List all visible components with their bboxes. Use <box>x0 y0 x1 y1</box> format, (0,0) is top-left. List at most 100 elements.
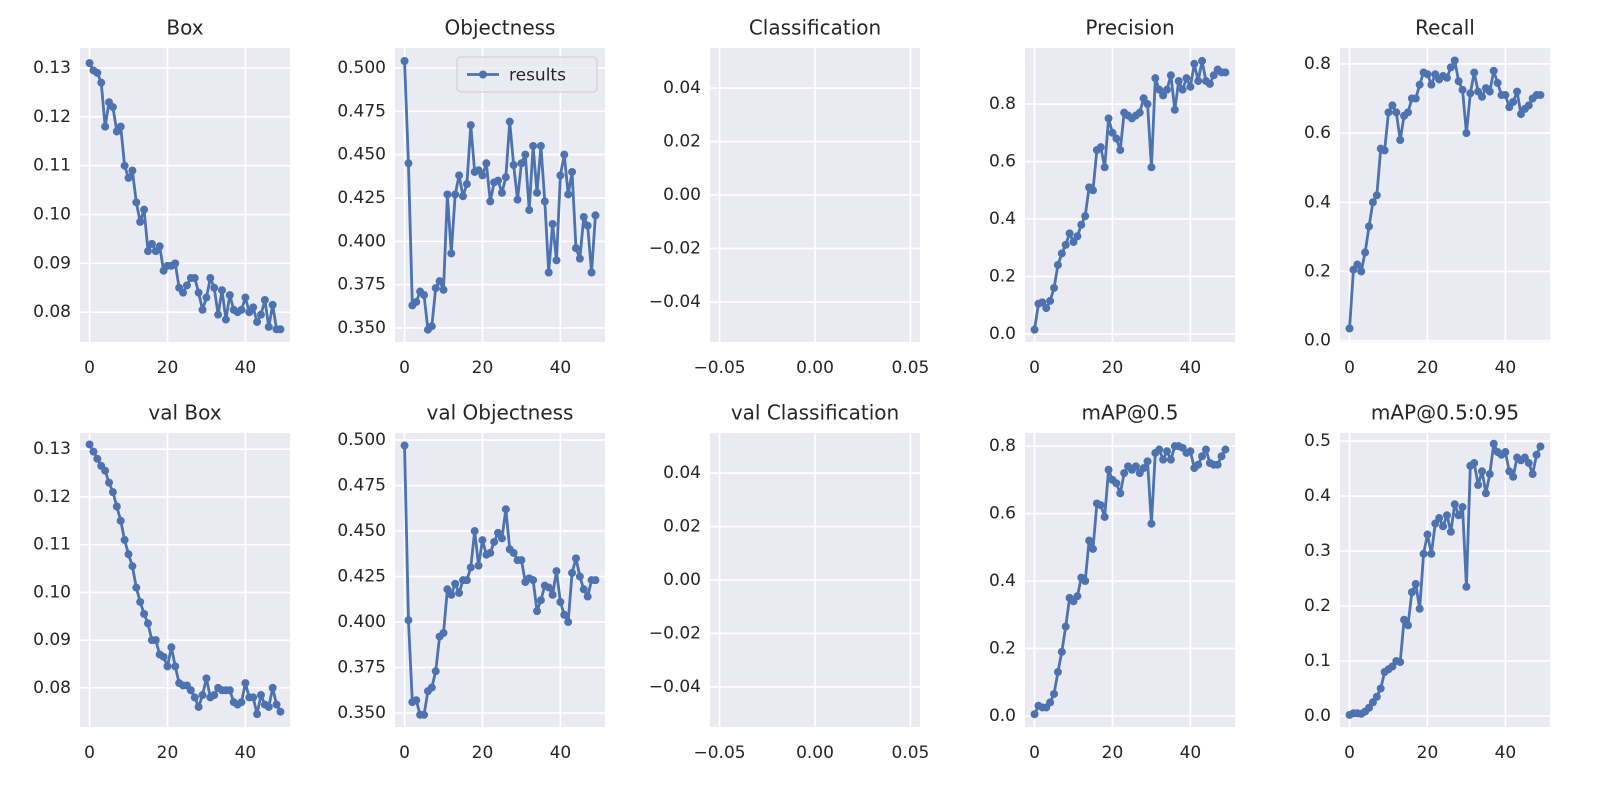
plot-area <box>80 433 290 727</box>
point <box>256 691 265 700</box>
point <box>194 702 203 711</box>
point <box>1096 143 1105 152</box>
subplot: Objectness 0.350 0.375 0.400 0.425 0.450 0.475… <box>337 16 605 378</box>
point <box>136 597 145 606</box>
point <box>1221 68 1230 77</box>
point <box>1513 87 1522 96</box>
point <box>1524 459 1533 468</box>
point <box>1053 260 1062 269</box>
point <box>1116 489 1125 498</box>
subplot: val Objectness 0.350 0.375 0.400 0.425 0.450 0… <box>337 401 605 763</box>
y-tick-label: −0.02 <box>649 238 701 258</box>
legend: results <box>456 56 598 93</box>
point <box>587 268 596 277</box>
y-tick-label: 0.0 <box>989 324 1016 344</box>
point <box>404 616 413 625</box>
point <box>1096 501 1105 510</box>
point <box>85 59 94 68</box>
point <box>591 211 600 220</box>
x-tick-label: 40 <box>550 743 572 763</box>
y-tick-label: 0.350 <box>337 703 386 723</box>
y-tick-label: 0.425 <box>337 567 386 587</box>
point <box>108 103 117 112</box>
point <box>1104 465 1113 474</box>
y-tick-label: 0.450 <box>337 145 386 165</box>
point <box>462 180 471 189</box>
point <box>556 171 565 180</box>
subplot: Box 0.08 0.09 0.10 0.11 0.12 0.13 0 20 40 <box>33 16 290 378</box>
point <box>143 247 152 256</box>
point <box>1396 136 1405 145</box>
point <box>1478 92 1487 101</box>
point <box>1435 514 1444 523</box>
point <box>128 562 137 571</box>
point <box>116 122 125 131</box>
point <box>1057 647 1066 656</box>
y-tick-label: 0.04 <box>663 463 701 483</box>
point <box>1061 240 1070 249</box>
point <box>198 305 207 314</box>
point <box>1384 108 1393 117</box>
point <box>1458 503 1467 512</box>
point <box>1116 146 1125 155</box>
y-tick-label: 0.375 <box>337 658 386 678</box>
point <box>556 598 565 607</box>
point <box>420 710 429 719</box>
point <box>474 561 483 570</box>
subplot: val Classification −0.04 −0.02 0.00 0.02 0.04… <box>649 401 929 764</box>
point <box>1509 97 1518 106</box>
point <box>1423 530 1432 539</box>
point <box>466 563 475 572</box>
point <box>1100 163 1109 172</box>
x-tick-label: 0 <box>399 358 410 378</box>
point <box>214 310 223 319</box>
point <box>128 166 137 175</box>
point <box>1155 85 1164 94</box>
point <box>1423 70 1432 79</box>
point <box>529 576 538 585</box>
point <box>571 554 580 563</box>
point <box>1073 232 1082 241</box>
subplot-title: Classification <box>749 16 881 40</box>
point <box>260 296 269 304</box>
point <box>575 254 584 263</box>
point <box>544 268 553 277</box>
subplot: val Box 0.08 0.09 0.10 0.11 0.12 0.13 0 20 40 <box>33 401 290 763</box>
point <box>210 691 219 700</box>
point <box>1198 56 1207 65</box>
point <box>190 693 199 702</box>
point <box>478 171 487 180</box>
point <box>568 568 577 577</box>
x-tick-label: 0.05 <box>892 743 930 763</box>
point <box>120 535 129 544</box>
y-tick-label: 0.02 <box>663 132 701 152</box>
point <box>276 707 285 716</box>
point <box>1462 129 1471 138</box>
subplot: Classification −0.04 −0.02 0.00 0.02 0.04 −0.0… <box>649 16 929 379</box>
point <box>443 190 452 199</box>
x-tick-label: 20 <box>1102 743 1124 763</box>
point <box>564 190 573 199</box>
point <box>1081 212 1090 221</box>
y-tick-label: 0.375 <box>337 275 386 295</box>
y-tick-label: 0.475 <box>337 101 386 121</box>
point <box>140 609 149 618</box>
y-tick-label: −0.02 <box>649 623 701 643</box>
point <box>455 171 464 180</box>
subplot-title: val Box <box>148 401 221 425</box>
x-tick-label: 20 <box>1417 743 1439 763</box>
point <box>194 288 203 297</box>
point <box>1108 128 1117 137</box>
y-tick-label: 0.8 <box>1304 54 1331 74</box>
point <box>497 188 506 197</box>
y-tick-label: 0.6 <box>989 152 1016 172</box>
point <box>462 576 471 585</box>
point <box>1030 710 1039 719</box>
y-tick-label: 0.2 <box>989 266 1016 286</box>
point <box>1104 114 1113 123</box>
plot-area <box>395 433 605 727</box>
point <box>1038 298 1047 307</box>
point <box>533 188 542 197</box>
point <box>143 619 152 628</box>
point <box>272 700 281 709</box>
